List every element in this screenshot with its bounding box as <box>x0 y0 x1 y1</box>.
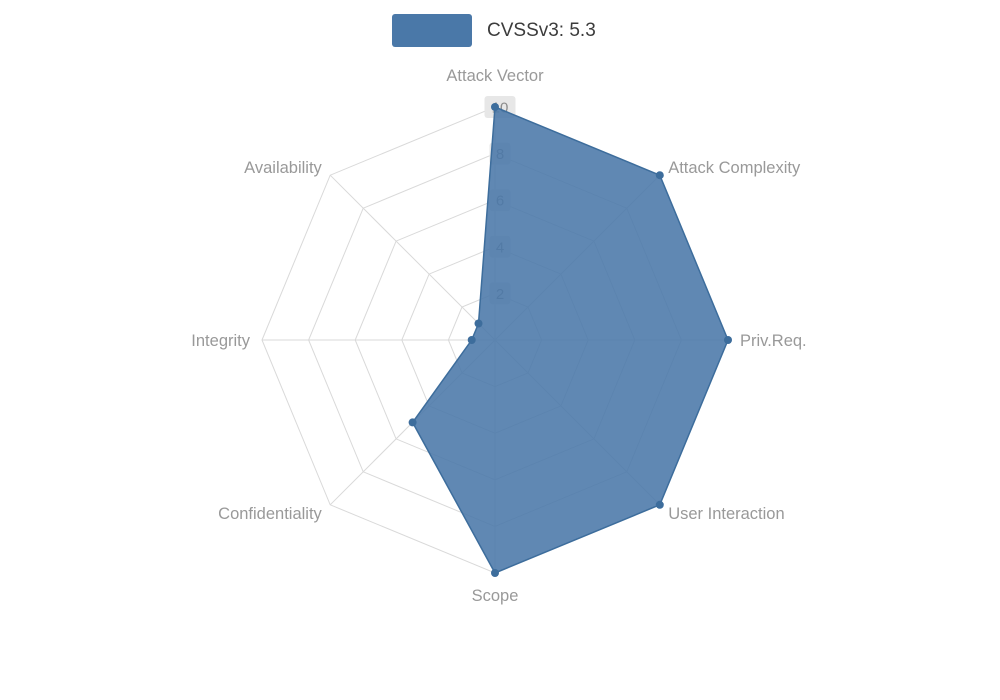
legend-swatch[interactable] <box>391 14 472 47</box>
grid-spoke <box>329 174 496 341</box>
legend-item[interactable]: CVSSv3: 5.3 <box>391 14 596 47</box>
axis-label-confidentiality: Confidentiality <box>218 505 322 523</box>
axis-label-integrity: Integrity <box>191 332 250 350</box>
axis-label-user-interaction: User Interaction <box>668 505 784 523</box>
series-point[interactable] <box>474 319 483 328</box>
series-point[interactable] <box>491 569 499 577</box>
series-point[interactable] <box>408 418 417 427</box>
legend-label[interactable]: CVSSv3: 5.3 <box>486 19 596 41</box>
series-point[interactable] <box>655 500 664 509</box>
axis-label-availability: Availability <box>244 159 322 177</box>
series-point[interactable] <box>655 171 664 180</box>
axis-label-attack-complexity: Attack Complexity <box>668 159 801 177</box>
series-point[interactable] <box>724 336 732 344</box>
axis-label-attack-vector: Attack Vector <box>446 67 544 85</box>
series-point[interactable] <box>491 103 499 111</box>
axis-label-priv-req: Priv.Req. <box>740 332 807 350</box>
axis-label-scope: Scope <box>472 587 519 605</box>
series-point[interactable] <box>467 336 476 344</box>
